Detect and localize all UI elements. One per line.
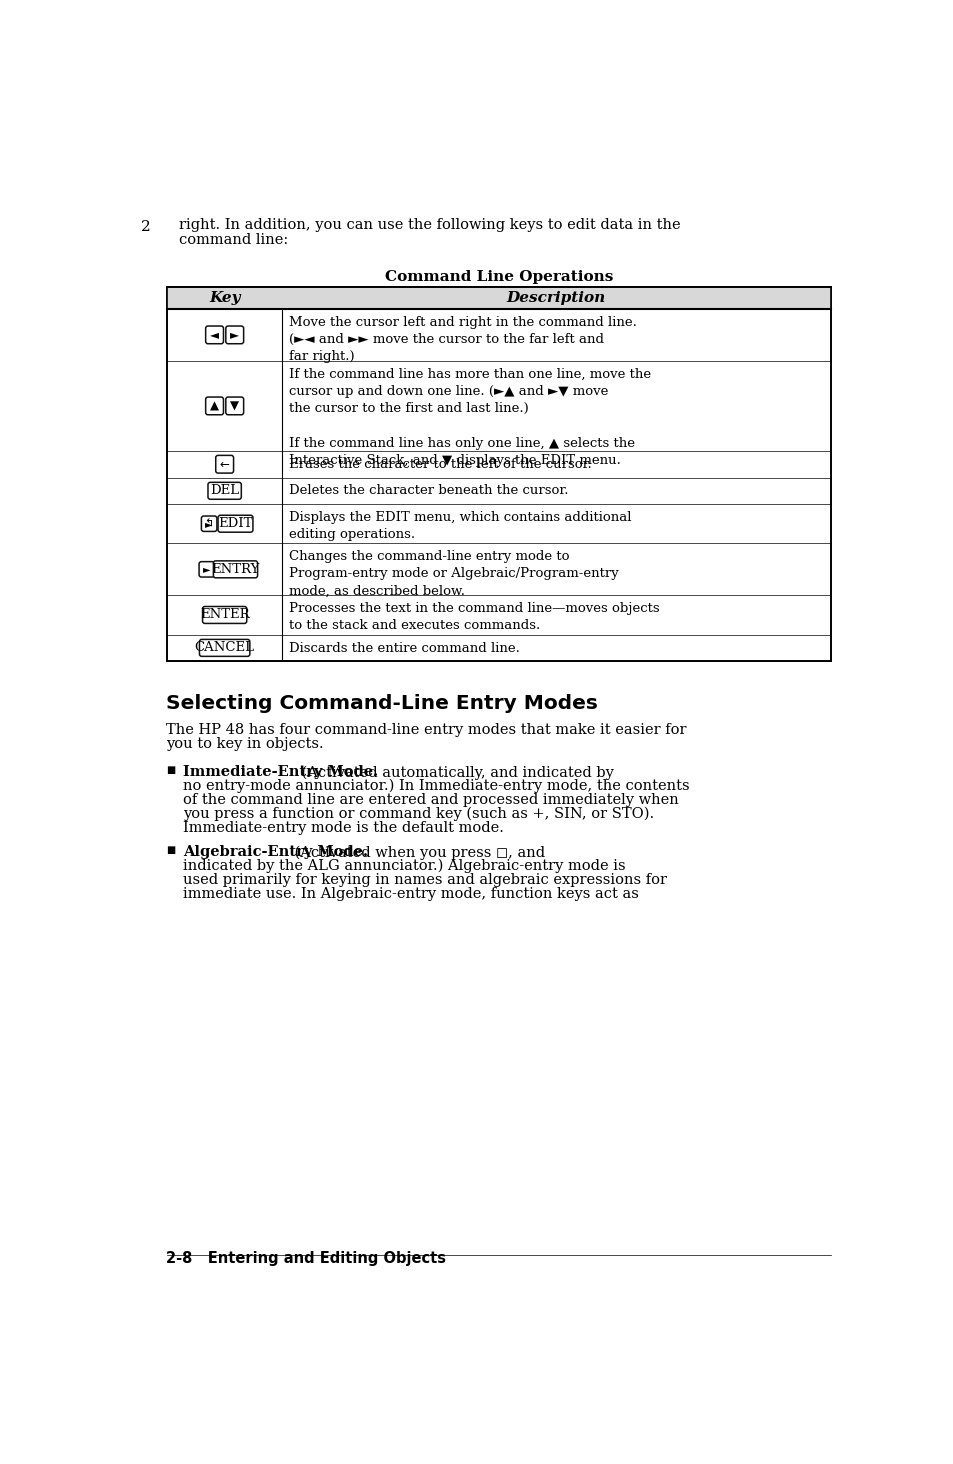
Text: right. In addition, you can use the following keys to edit data in the: right. In addition, you can use the foll… xyxy=(179,218,679,231)
Text: 2: 2 xyxy=(141,221,151,234)
Text: Immediate-entry mode is the default mode.: Immediate-entry mode is the default mode… xyxy=(183,820,503,834)
Text: Changes the command-line entry mode to
Program-entry mode or Algebraic/Program-e: Changes the command-line entry mode to P… xyxy=(289,550,618,597)
Text: ►: ► xyxy=(205,518,213,529)
Text: EDIT: EDIT xyxy=(218,517,253,530)
Text: Move the cursor left and right in the command line.
(►◄ and ►► move the cursor t: Move the cursor left and right in the co… xyxy=(289,316,637,363)
Text: ENTRY: ENTRY xyxy=(212,562,259,575)
Text: command line:: command line: xyxy=(179,233,288,247)
Text: ←: ← xyxy=(219,458,230,471)
Text: ►: ► xyxy=(203,564,211,574)
Text: of the command line are entered and processed immediately when: of the command line are entered and proc… xyxy=(183,793,678,807)
Text: Selecting Command-Line Entry Modes: Selecting Command-Line Entry Modes xyxy=(166,694,597,713)
Text: Displays the EDIT menu, which contains additional
editing operations.: Displays the EDIT menu, which contains a… xyxy=(289,511,631,542)
Text: ↰: ↰ xyxy=(204,518,213,529)
Text: ■: ■ xyxy=(166,845,174,855)
Text: Description: Description xyxy=(506,291,605,305)
Text: Deletes the character beneath the cursor.: Deletes the character beneath the cursor… xyxy=(289,485,568,498)
FancyBboxPatch shape xyxy=(199,640,250,656)
Text: ■: ■ xyxy=(166,766,174,774)
Text: 2-8   Entering and Editing Objects: 2-8 Entering and Editing Objects xyxy=(166,1252,445,1266)
Text: used primarily for keying in names and algebraic expressions for: used primarily for keying in names and a… xyxy=(183,873,666,887)
FancyBboxPatch shape xyxy=(199,562,214,577)
FancyBboxPatch shape xyxy=(226,326,243,344)
Text: CANCEL: CANCEL xyxy=(194,641,254,654)
Text: ▼: ▼ xyxy=(230,400,239,413)
FancyBboxPatch shape xyxy=(202,606,247,624)
Text: you to key in objects.: you to key in objects. xyxy=(166,738,323,751)
FancyBboxPatch shape xyxy=(215,455,233,473)
Text: Key: Key xyxy=(209,291,240,305)
FancyBboxPatch shape xyxy=(213,561,257,578)
Text: ▲: ▲ xyxy=(210,400,219,413)
Text: Erases the character to the left of the cursor.: Erases the character to the left of the … xyxy=(289,458,591,471)
Text: immediate use. In Algebraic-entry mode, function keys act as: immediate use. In Algebraic-entry mode, … xyxy=(183,887,638,900)
FancyBboxPatch shape xyxy=(206,326,223,344)
Text: no entry-mode annunciator.) In Immediate-entry mode, the contents: no entry-mode annunciator.) In Immediate… xyxy=(183,779,689,793)
Text: (Activated when you press ◻, and: (Activated when you press ◻, and xyxy=(290,845,544,859)
Text: (Activated automatically, and indicated by: (Activated automatically, and indicated … xyxy=(297,766,614,779)
Text: ◄: ◄ xyxy=(210,328,219,341)
Text: DEL: DEL xyxy=(210,485,239,498)
Text: Discards the entire command line.: Discards the entire command line. xyxy=(289,641,519,654)
Text: The HP 48 has four command-line entry modes that make it easier for: The HP 48 has four command-line entry mo… xyxy=(166,723,685,736)
FancyBboxPatch shape xyxy=(208,482,241,499)
Text: ENTER: ENTER xyxy=(199,609,249,621)
Bar xyxy=(167,287,830,309)
FancyBboxPatch shape xyxy=(206,397,223,414)
FancyBboxPatch shape xyxy=(201,515,216,531)
Text: If the command line has more than one line, move the
cursor up and down one line: If the command line has more than one li… xyxy=(289,367,650,467)
FancyBboxPatch shape xyxy=(218,515,253,533)
Text: you press a function or command key (such as +, SIN, or STO).: you press a function or command key (suc… xyxy=(183,807,653,821)
Text: Algebraic-Entry Mode.: Algebraic-Entry Mode. xyxy=(183,845,368,859)
Text: Command Line Operations: Command Line Operations xyxy=(384,269,613,284)
Text: Processes the text in the command line—moves objects
to the stack and executes c: Processes the text in the command line—m… xyxy=(289,602,659,632)
Text: ►: ► xyxy=(230,328,239,341)
Text: Immediate-Entry Mode.: Immediate-Entry Mode. xyxy=(183,766,377,779)
Bar xyxy=(167,287,830,662)
Text: indicated by the ALG annunciator.) Algebraic-entry mode is: indicated by the ALG annunciator.) Algeb… xyxy=(183,859,625,874)
FancyBboxPatch shape xyxy=(226,397,243,414)
